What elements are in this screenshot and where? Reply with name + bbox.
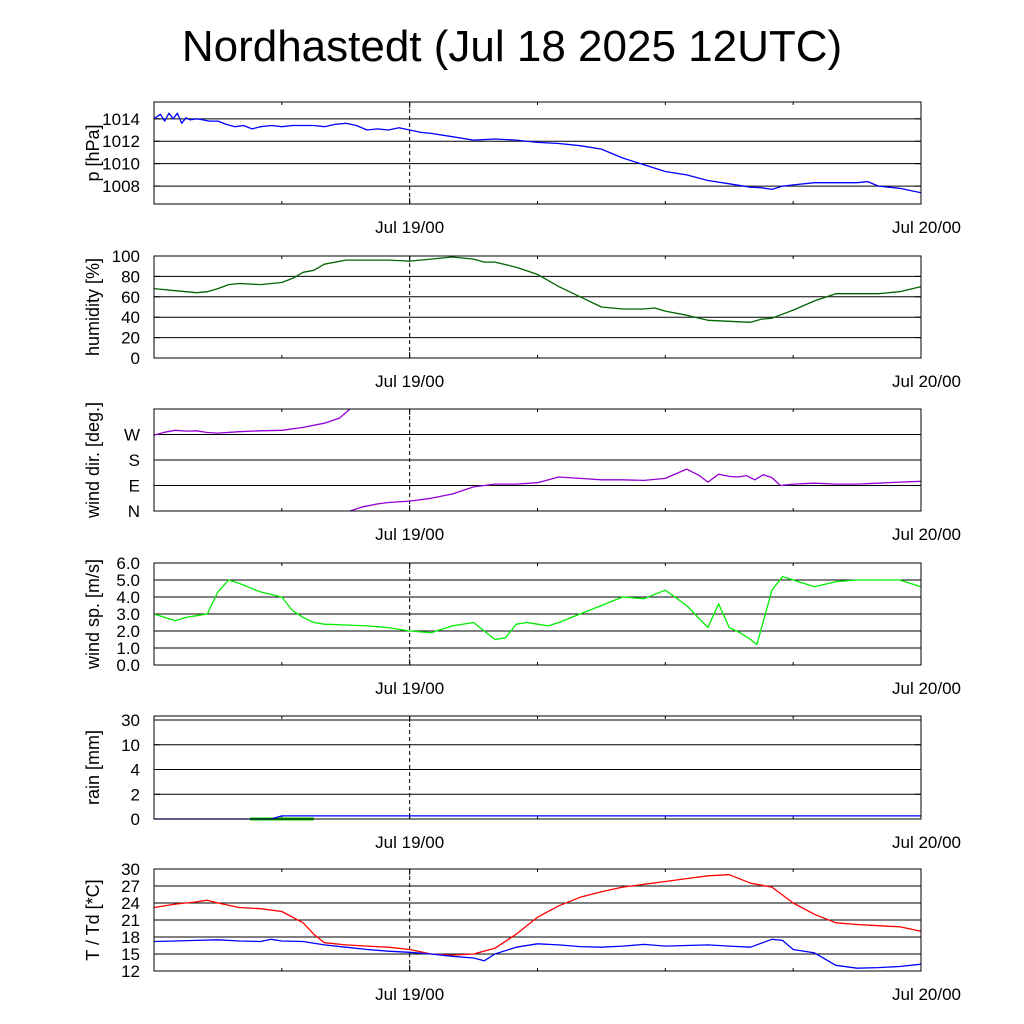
y-axis-label: T / Td [*C] (83, 879, 103, 960)
series-line-temperature-1 (153, 938, 922, 969)
y-tick-label: 12 (121, 962, 140, 981)
y-tick-label: E (129, 477, 140, 496)
y-axis-label: rain [mm] (83, 730, 103, 805)
panel-pressure: 1008 1010 1012 1014 Jul 19/00 Jul 20/00 p [hPa… (83, 101, 961, 237)
y-axis-label: p [hPa] (83, 124, 103, 181)
y-tick-label: S (129, 451, 140, 470)
x-tick-label: Jul 19/00 (375, 218, 444, 237)
y-tick-label: 2.0 (116, 622, 140, 641)
y-axis-label: wind sp. [m/s] (83, 559, 103, 670)
x-tick-label: Jul 20/00 (892, 372, 961, 391)
y-tick-label: 30 (121, 860, 140, 879)
x-tick-label: Jul 19/00 (375, 372, 444, 391)
x-tick-label: Jul 20/00 (892, 679, 961, 698)
series-line-humidity-0 (153, 256, 922, 323)
x-tick-label: Jul 19/00 (375, 679, 444, 698)
plot-frame (153, 562, 922, 666)
y-tick-label: 6.0 (116, 554, 140, 573)
chart-title: Nordhastedt (Jul 18 2025 12UTC) (181, 22, 843, 71)
y-tick-label: N (128, 502, 140, 521)
x-tick-label: Jul 19/00 (375, 833, 444, 852)
y-tick-label: 60 (121, 288, 140, 307)
x-tick-label: Jul 19/00 (375, 985, 444, 1004)
x-tick-label: Jul 20/00 (892, 218, 961, 237)
series-line-temperature-0 (153, 874, 922, 956)
y-tick-label: 1010 (102, 155, 140, 174)
y-tick-label: 2 (131, 785, 140, 804)
y-axis-label: wind dir. [deg.] (83, 402, 103, 519)
x-tick-label: Jul 20/00 (892, 833, 961, 852)
y-tick-label: 1.0 (116, 639, 140, 658)
panel-rain: 0 2 4 10 30 Jul 19/00 Jul 20/00 rain [mm] (83, 711, 961, 852)
y-tick-label: 1014 (102, 110, 140, 129)
y-tick-label: 80 (121, 267, 140, 286)
y-tick-label: 0.0 (116, 656, 140, 675)
series-line-pressure-0 (153, 112, 922, 194)
y-tick-label: 15 (121, 945, 140, 964)
y-tick-label: 1008 (102, 177, 140, 196)
y-tick-label: 0 (131, 810, 140, 829)
y-tick-label: 21 (121, 911, 140, 930)
x-tick-label: Jul 19/00 (375, 525, 444, 544)
y-tick-label: 100 (112, 247, 140, 266)
plot-frame (153, 101, 922, 205)
y-tick-label: W (124, 426, 140, 445)
series-line-wind_direction-0 (153, 408, 351, 436)
x-tick-label: Jul 20/00 (892, 985, 961, 1004)
y-tick-label: 5.0 (116, 571, 140, 590)
y-tick-label: 30 (121, 711, 140, 730)
plot-frame (153, 408, 922, 512)
panel-wind_speed: 0.01.02.03.04.05.06.0 Jul 19/00 Jul 20/00 w… (83, 554, 961, 698)
y-tick-label: 1012 (102, 132, 140, 151)
y-tick-label: 4.0 (116, 588, 140, 607)
plot-frame (153, 255, 922, 359)
y-tick-label: 4 (131, 761, 140, 780)
y-tick-label: 18 (121, 928, 140, 947)
y-tick-label: 40 (121, 308, 140, 327)
plot-frame (153, 715, 922, 820)
y-tick-label: 0 (131, 349, 140, 368)
plot-frame (153, 868, 922, 972)
series-line-wind_direction-1 (349, 468, 922, 512)
y-tick-label: 10 (121, 736, 140, 755)
y-tick-label: 3.0 (116, 605, 140, 624)
y-tick-label: 27 (121, 877, 140, 896)
y-axis-label: humidity [%] (83, 258, 103, 356)
series-line-wind_speed-0 (153, 575, 922, 646)
x-tick-label: Jul 20/00 (892, 525, 961, 544)
y-tick-label: 24 (121, 894, 140, 913)
y-tick-label: 20 (121, 329, 140, 348)
